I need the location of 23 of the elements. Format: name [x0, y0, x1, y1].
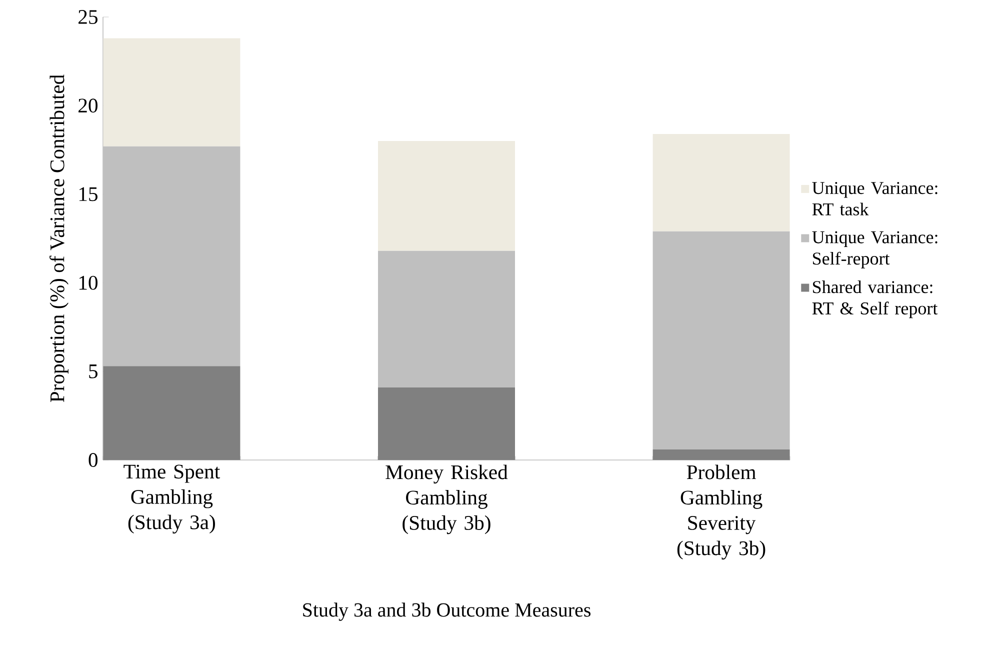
- legend-label: Unique Variance: Self-report: [812, 231, 938, 268]
- bar: [652, 449, 790, 460]
- y-tick-label: 20: [78, 98, 98, 113]
- bar: [652, 134, 790, 232]
- y-tick-label: 0: [88, 453, 98, 467]
- bar: [378, 250, 515, 388]
- y-axis-title: Proportion (%) of Variance Contributed: [50, 74, 68, 402]
- x-axis-title: Study 3a and 3b Outcome Measures: [303, 602, 590, 621]
- y-tick-label: 25: [78, 10, 98, 24]
- bar: [103, 38, 240, 146]
- bar: [378, 387, 515, 460]
- y-tick-label: 15: [79, 187, 98, 202]
- y-tick-label: 5: [89, 364, 98, 378]
- legend-label: Unique Variance: RT task: [812, 182, 938, 216]
- bar: [378, 141, 515, 251]
- legend-label: Shared variance: RT & Self report: [812, 280, 938, 318]
- bar: [103, 146, 240, 366]
- bar: [652, 231, 790, 450]
- bar: [103, 366, 240, 460]
- y-tick-label: 10: [79, 276, 98, 290]
- x-tick-label: Time Spent Gambling (Study 3a): [124, 464, 220, 534]
- x-tick-label: Problem Gambling Severity (Study 3b): [677, 464, 766, 560]
- x-tick-label: Money Risked Gambling (Study 3b): [386, 464, 508, 534]
